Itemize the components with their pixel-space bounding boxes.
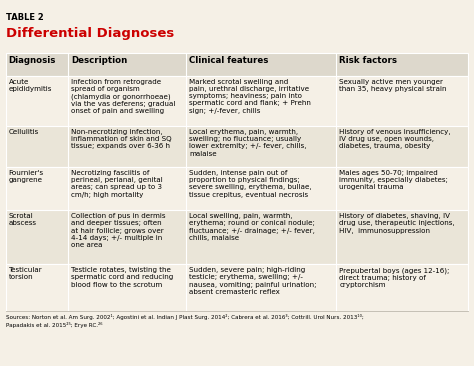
- Text: Description: Description: [71, 56, 127, 65]
- Text: Prepubertal boys (ages 12-16);
direct trauma; history of
cryptorchism: Prepubertal boys (ages 12-16); direct tr…: [339, 267, 450, 288]
- Text: History of diabetes, shaving, IV
drug use, therapeutic injections,
HIV,  immunos: History of diabetes, shaving, IV drug us…: [339, 213, 455, 234]
- Text: Testicular
torsion: Testicular torsion: [9, 267, 42, 280]
- Text: TABLE 2: TABLE 2: [6, 13, 44, 22]
- Text: Differential Diagnoses: Differential Diagnoses: [6, 27, 174, 41]
- Text: Necrotizing fasciitis of
perineal, perianal, genital
areas; can spread up to 3
c: Necrotizing fasciitis of perineal, peria…: [71, 170, 163, 198]
- Bar: [6, 167, 468, 210]
- Text: Fournier's
gangrene: Fournier's gangrene: [9, 170, 44, 183]
- Bar: [6, 126, 468, 167]
- Text: Sexually active men younger
than 35, heavy physical strain: Sexually active men younger than 35, hea…: [339, 79, 447, 92]
- Text: Risk factors: Risk factors: [339, 56, 397, 65]
- Text: Marked scrotal swelling and
pain, urethral discharge, irritative
symptoms; heavi: Marked scrotal swelling and pain, urethr…: [189, 79, 311, 114]
- Text: Cellulitis: Cellulitis: [9, 129, 39, 135]
- Text: Infection from retrograde
spread of organism
(chlamydia or gonorrhoeae)
via the : Infection from retrograde spread of orga…: [71, 79, 175, 114]
- Text: Diagnosis: Diagnosis: [9, 56, 56, 65]
- Bar: [6, 264, 468, 311]
- Text: Males ages 50-70; impaired
immunity, especially diabetes;
urogenital trauma: Males ages 50-70; impaired immunity, esp…: [339, 170, 448, 190]
- Bar: [6, 53, 468, 76]
- Text: Collection of pus in dermis
and deeper tissues; often
at hair follicle; grows ov: Collection of pus in dermis and deeper t…: [71, 213, 165, 248]
- Bar: [6, 76, 468, 126]
- Text: Clinical features: Clinical features: [189, 56, 268, 65]
- Text: Sudden, intense pain out of
proportion to physical findings;
severe swelling, er: Sudden, intense pain out of proportion t…: [189, 170, 311, 198]
- Text: Acute
epididymitis: Acute epididymitis: [9, 79, 52, 92]
- Bar: [6, 210, 468, 264]
- Text: Sources: Norton et al. Am Surg. 2002¹; Agostini et al. Indian J Plast Surg. 2014: Sources: Norton et al. Am Surg. 2002¹; A…: [6, 314, 364, 328]
- Text: Scrotal
abscess: Scrotal abscess: [9, 213, 36, 226]
- Text: Local erythema, pain, warmth,
swelling; no fluctuance; usually
lower extremity; : Local erythema, pain, warmth, swelling; …: [189, 129, 307, 157]
- Text: Sudden, severe pain; high-riding
testicle; erythema, swelling; +/-
nausea, vomit: Sudden, severe pain; high-riding testicl…: [189, 267, 317, 295]
- Text: Non-necrotizing infection,
inflammation of skin and SQ
tissue; expands over 6-36: Non-necrotizing infection, inflammation …: [71, 129, 172, 149]
- Text: Testicle rotates, twisting the
spermatic cord and reducing
blood flow to the scr: Testicle rotates, twisting the spermatic…: [71, 267, 173, 288]
- Text: History of venous insufficiency,
IV drug use, open wounds,
diabetes, trauma, obe: History of venous insufficiency, IV drug…: [339, 129, 451, 149]
- Text: Local swelling, pain, warmth,
erythema; round or conical nodule;
fluctuance; +/-: Local swelling, pain, warmth, erythema; …: [189, 213, 315, 241]
